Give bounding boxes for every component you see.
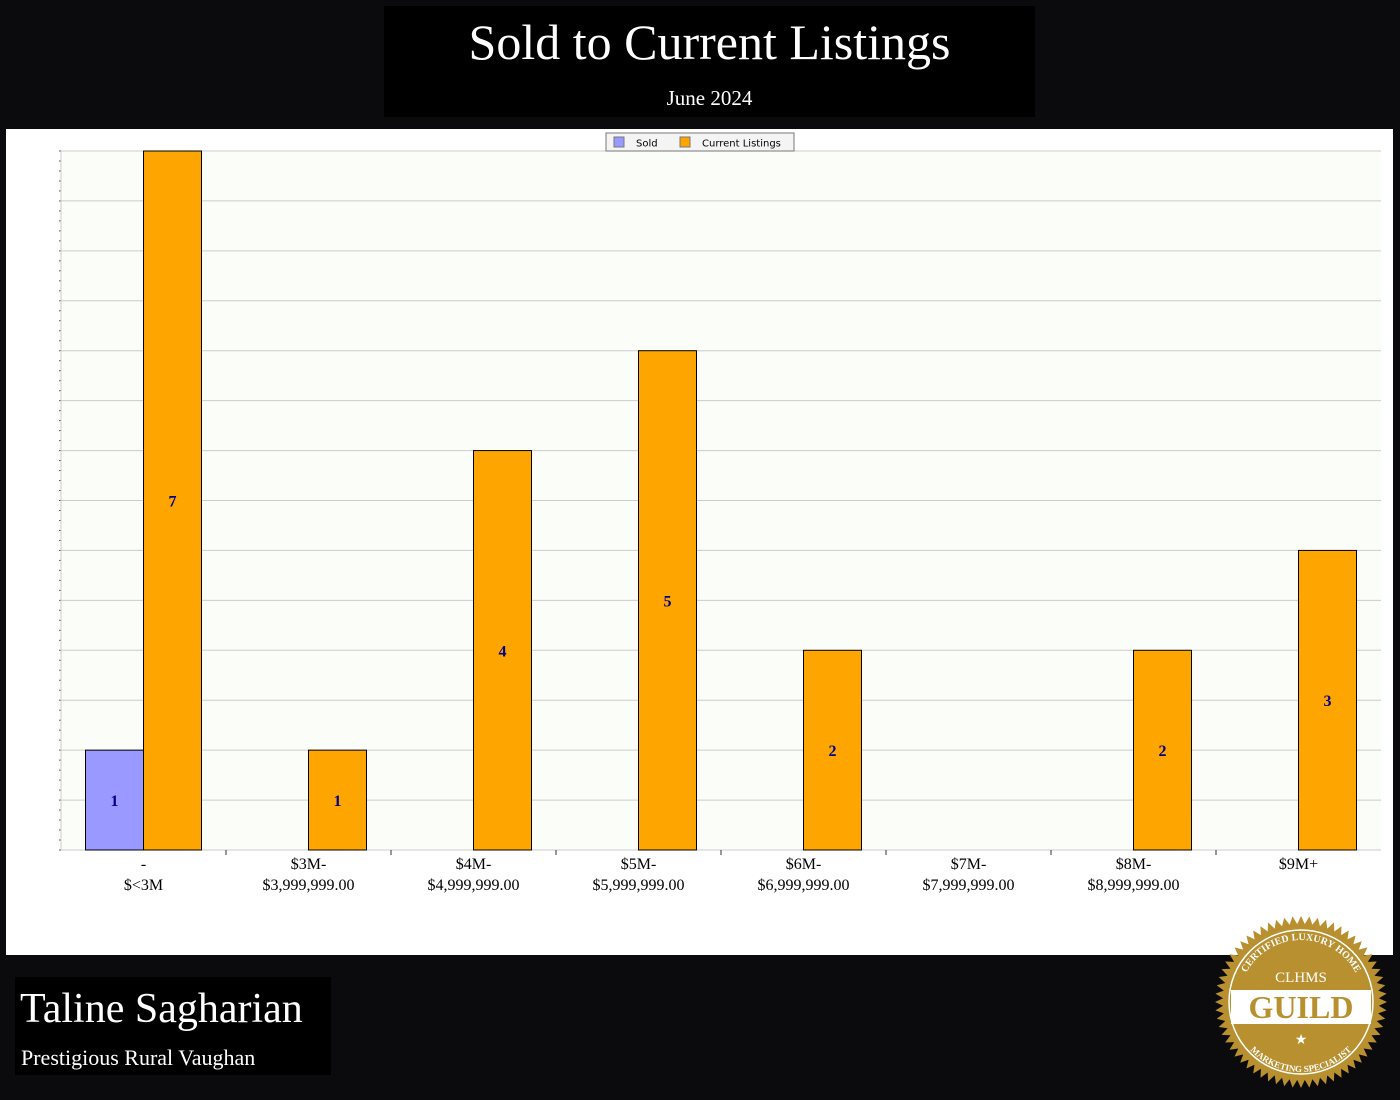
chart-subtitle: June 2024 — [666, 86, 753, 110]
data-label: 2 — [829, 743, 837, 760]
chart-title: Sold to Current Listings — [468, 14, 951, 70]
x-tick-label: $7M- — [951, 856, 987, 873]
data-label: 2 — [1159, 743, 1167, 760]
svg-text:CLHMS: CLHMS — [1275, 970, 1327, 986]
bar-current-listings — [1133, 649, 1192, 851]
x-tick-label: $3,999,999.00 — [263, 877, 355, 894]
legend-label: Current Listings — [702, 139, 781, 150]
legend-swatch — [613, 136, 625, 148]
legend-swatch — [679, 136, 691, 148]
bar-current-listings — [308, 749, 367, 851]
data-label: 3 — [1324, 693, 1332, 710]
legend-label: Sold — [636, 139, 658, 150]
x-tick-label: $8M- — [1116, 856, 1152, 873]
x-tick-label: - — [141, 856, 146, 873]
data-label: 5 — [664, 593, 672, 610]
x-tick-label: $9M+ — [1279, 856, 1318, 873]
bar-current-listings — [1298, 549, 1357, 851]
x-tick-label: $4M- — [456, 856, 492, 873]
svg-text:GUILD: GUILD — [1249, 989, 1354, 1025]
x-tick-label: $4,999,999.00 — [428, 877, 520, 894]
bar-current-listings — [638, 350, 697, 851]
legend — [605, 132, 795, 152]
clhms-guild-badge-logo: CERTIFIED LUXURY HOME MARKETING SPECIALI… — [1215, 916, 1387, 1088]
data-label: 7 — [169, 494, 177, 511]
agent-name: Taline Sagharian — [20, 986, 303, 1032]
x-tick-label: $5M- — [621, 856, 657, 873]
x-tick-label: $7,999,999.00 — [923, 877, 1015, 894]
x-tick-label: $8,999,999.00 — [1088, 877, 1180, 894]
svg-text:★: ★ — [1295, 1033, 1308, 1048]
chart-panel: 1 7 - $<3M 1 $3M- $3,999,999.00 4 $4M- $4,999,999… — [6, 129, 1393, 955]
data-label: 1 — [334, 793, 342, 810]
x-tick-label: $6,999,999.00 — [758, 877, 850, 894]
bar-current-listings — [143, 150, 202, 851]
agent-box: Taline Sagharian Prestigious Rural Vaugh… — [15, 977, 331, 1075]
data-label: 4 — [499, 643, 507, 660]
title-box: Sold to Current Listings June 2024 — [384, 6, 1035, 117]
area-name: Prestigious Rural Vaughan — [21, 1045, 256, 1070]
bar-chart: 1 7 - $<3M 1 $3M- $3,999,999.00 4 $4M- $4,999,999… — [59, 132, 1381, 894]
x-tick-label: $<3M — [124, 877, 163, 894]
bar-current-listings — [803, 649, 862, 851]
bar-current-listings — [473, 450, 532, 851]
data-label: 1 — [111, 793, 119, 810]
x-tick-label: $5,999,999.00 — [593, 877, 685, 894]
x-tick-label: $6M- — [786, 856, 822, 873]
x-tick-label: $3M- — [291, 856, 327, 873]
